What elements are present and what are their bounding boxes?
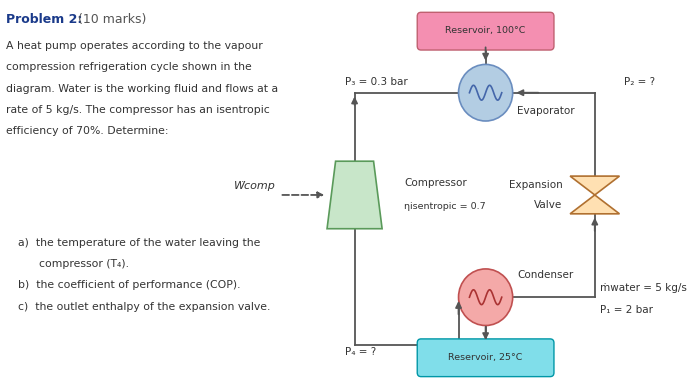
Text: Problem 2:: Problem 2: — [6, 13, 83, 26]
Text: Expansion: Expansion — [509, 180, 563, 190]
Text: compression refrigeration cycle shown in the: compression refrigeration cycle shown in… — [6, 62, 252, 73]
Text: Reservoir, 25°C: Reservoir, 25°C — [449, 353, 523, 362]
Text: a)  the temperature of the water leaving the: a) the temperature of the water leaving … — [18, 238, 261, 248]
Text: rate of 5 kg/s. The compressor has an isentropic: rate of 5 kg/s. The compressor has an is… — [6, 105, 270, 115]
Text: P₃ = 0.3 bar: P₃ = 0.3 bar — [345, 77, 408, 87]
Text: P₁ = 2 bar: P₁ = 2 bar — [599, 305, 652, 315]
Text: c)  the outlet enthalpy of the expansion valve.: c) the outlet enthalpy of the expansion … — [18, 302, 271, 312]
Text: compressor (T₄).: compressor (T₄). — [18, 259, 130, 269]
Circle shape — [458, 65, 512, 121]
Text: efficiency of 70%. Determine:: efficiency of 70%. Determine: — [6, 127, 169, 136]
Text: (10 marks): (10 marks) — [74, 13, 147, 26]
Circle shape — [458, 269, 512, 326]
FancyBboxPatch shape — [417, 339, 554, 377]
Text: Compressor: Compressor — [404, 178, 467, 188]
Text: A heat pump operates according to the vapour: A heat pump operates according to the va… — [6, 41, 263, 51]
Text: Evaporator: Evaporator — [517, 106, 575, 116]
Polygon shape — [327, 161, 382, 229]
Text: P₄ = ?: P₄ = ? — [345, 347, 377, 357]
Text: Ẇcomp: Ẇcomp — [234, 181, 276, 191]
Text: b)  the coefficient of performance (COP).: b) the coefficient of performance (COP). — [18, 280, 241, 290]
Polygon shape — [570, 176, 620, 195]
Text: Reservoir, 100°C: Reservoir, 100°C — [445, 26, 526, 35]
Text: ηisentropic = 0.7: ηisentropic = 0.7 — [404, 203, 486, 211]
Text: Valve: Valve — [534, 200, 563, 210]
Polygon shape — [570, 195, 620, 214]
Text: P₂ = ?: P₂ = ? — [624, 77, 655, 87]
Text: ṁwater = 5 kg/s: ṁwater = 5 kg/s — [599, 283, 687, 293]
Text: Condenser: Condenser — [517, 271, 573, 280]
FancyBboxPatch shape — [417, 12, 554, 50]
Text: diagram. Water is the working fluid and flows at a: diagram. Water is the working fluid and … — [6, 84, 279, 94]
